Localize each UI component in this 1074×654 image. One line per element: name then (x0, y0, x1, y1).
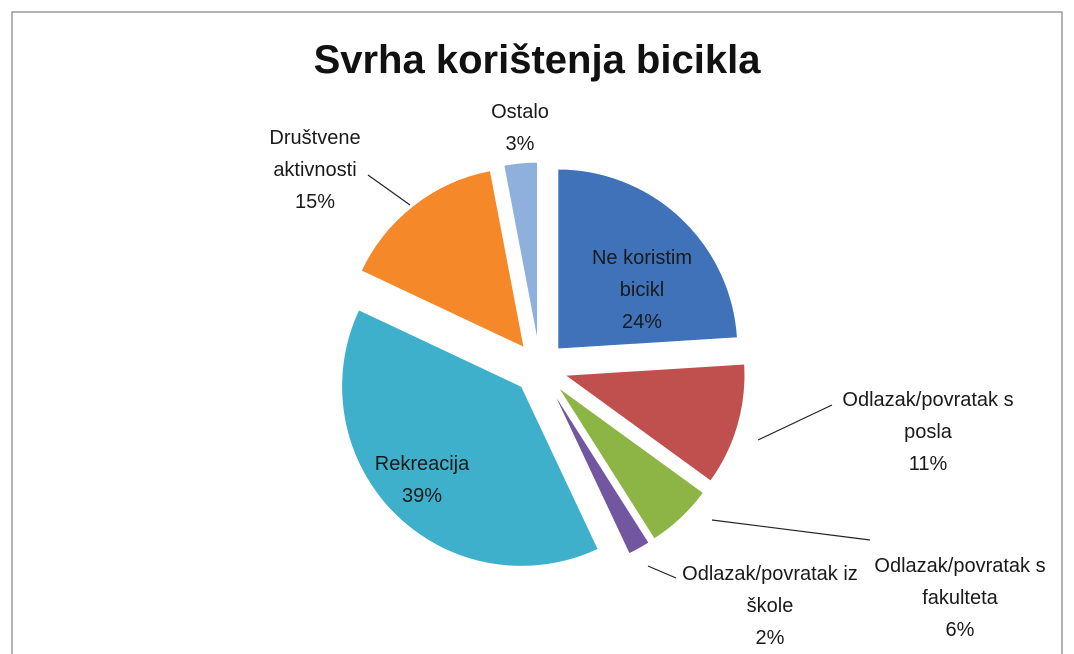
data-label: Ne koristim bicikl 24% (572, 242, 712, 338)
value-label: 2% (755, 627, 785, 649)
chart-frame (11, 11, 1063, 654)
pie-slice (503, 161, 539, 343)
category-label: Ostalo (491, 101, 549, 123)
category-label: Odlazak/povratak s fakulteta (874, 555, 1046, 609)
category-label: Društvene aktivnosti (269, 127, 361, 181)
pie-slice (563, 363, 746, 482)
data-label: Društvene aktivnosti 15% (250, 122, 380, 218)
pie-slice (360, 170, 525, 349)
category-label: Ne koristim bicikl (591, 247, 692, 301)
data-label: Ostalo 3% (470, 96, 570, 160)
data-label: Odlazak/povratak s posla 11% (828, 384, 1028, 480)
pie-slice (557, 386, 705, 540)
data-label: Odlazak/povratak iz škole 2% (670, 558, 870, 654)
leader-line (711, 519, 871, 541)
data-label: Rekreacija 39% (352, 448, 492, 512)
pie-slice (552, 390, 650, 555)
value-label: 11% (908, 453, 948, 475)
chart-title: Svrha korištenja bicikla (313, 38, 761, 82)
category-label: Odlazak/povratak iz škole (682, 563, 858, 617)
category-label: Rekreacija (374, 453, 470, 475)
data-label: Odlazak/povratak s fakulteta 6% (860, 550, 1060, 646)
leader-line (757, 404, 833, 441)
leader-line (367, 174, 411, 206)
value-label: 39% (401, 485, 443, 507)
pie-slice (557, 168, 738, 350)
value-label: 24% (621, 311, 663, 333)
category-label: Odlazak/povratak s posla (842, 389, 1014, 443)
value-label: 6% (945, 619, 975, 641)
value-label: 15% (294, 191, 336, 213)
leader-line (647, 565, 677, 579)
pie-slice (341, 309, 599, 567)
value-label: 3% (505, 133, 535, 155)
